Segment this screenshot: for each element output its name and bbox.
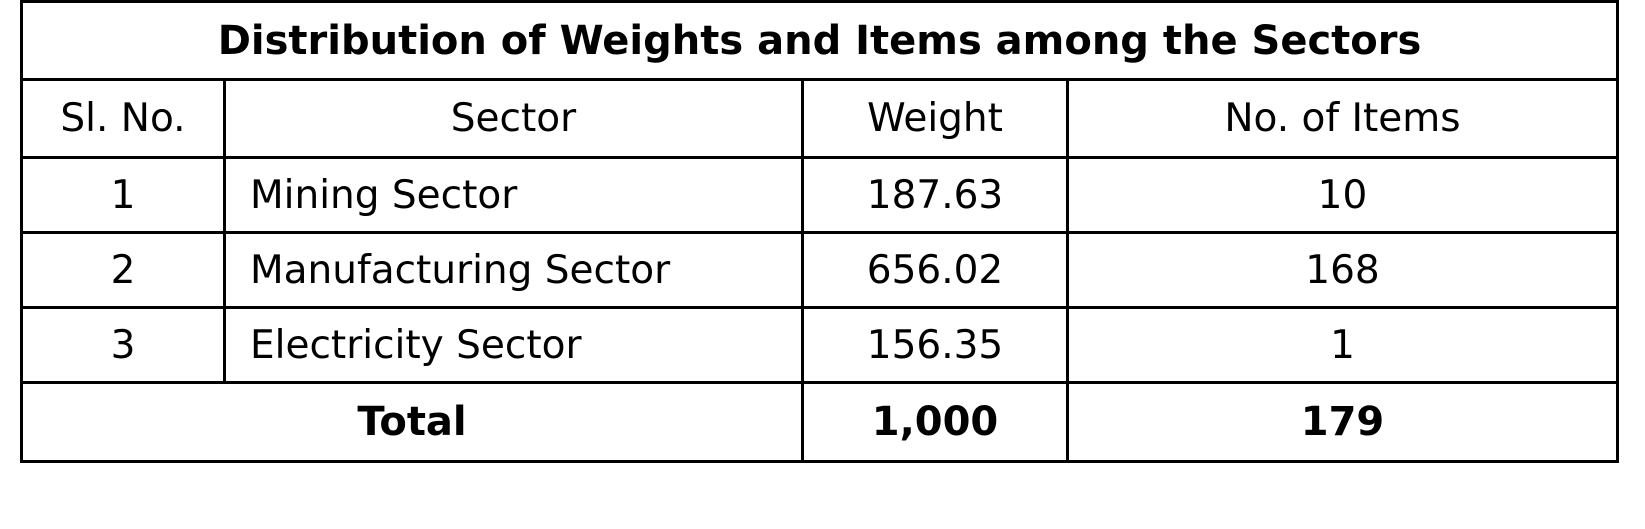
cell-no-of-items: 168: [1066, 231, 1619, 309]
cell-sl-no: 3: [20, 306, 226, 384]
cell-sl-no: 2: [20, 231, 226, 309]
distribution-table: Distribution of Weights and Items among …: [20, 0, 1619, 463]
table-row: 2 Manufacturing Sector 656.02 168: [20, 231, 1619, 309]
table-title: Distribution of Weights and Items among …: [20, 0, 1619, 81]
total-weight: 1,000: [801, 381, 1069, 463]
cell-weight: 656.02: [801, 231, 1069, 309]
header-no-of-items: No. of Items: [1066, 78, 1619, 159]
cell-sector: Manufacturing Sector: [223, 231, 804, 309]
cell-no-of-items: 10: [1066, 156, 1619, 234]
distribution-table-container: Distribution of Weights and Items among …: [20, 0, 1619, 463]
total-no-of-items: 179: [1066, 381, 1619, 463]
cell-sl-no: 1: [20, 156, 226, 234]
cell-sector: Electricity Sector: [223, 306, 804, 384]
header-weight: Weight: [801, 78, 1069, 159]
table-row: 3 Electricity Sector 156.35 1: [20, 306, 1619, 384]
cell-no-of-items: 1: [1066, 306, 1619, 384]
table-header-row: Sl. No. Sector Weight No. of Items: [20, 78, 1619, 159]
cell-weight: 187.63: [801, 156, 1069, 234]
header-sector: Sector: [223, 78, 804, 159]
total-label: Total: [20, 381, 804, 463]
table-total-row: Total 1,000 179: [20, 381, 1619, 463]
table-title-row: Distribution of Weights and Items among …: [20, 0, 1619, 81]
cell-weight: 156.35: [801, 306, 1069, 384]
table-row: 1 Mining Sector 187.63 10: [20, 156, 1619, 234]
cell-sector: Mining Sector: [223, 156, 804, 234]
header-sl-no: Sl. No.: [20, 78, 226, 159]
